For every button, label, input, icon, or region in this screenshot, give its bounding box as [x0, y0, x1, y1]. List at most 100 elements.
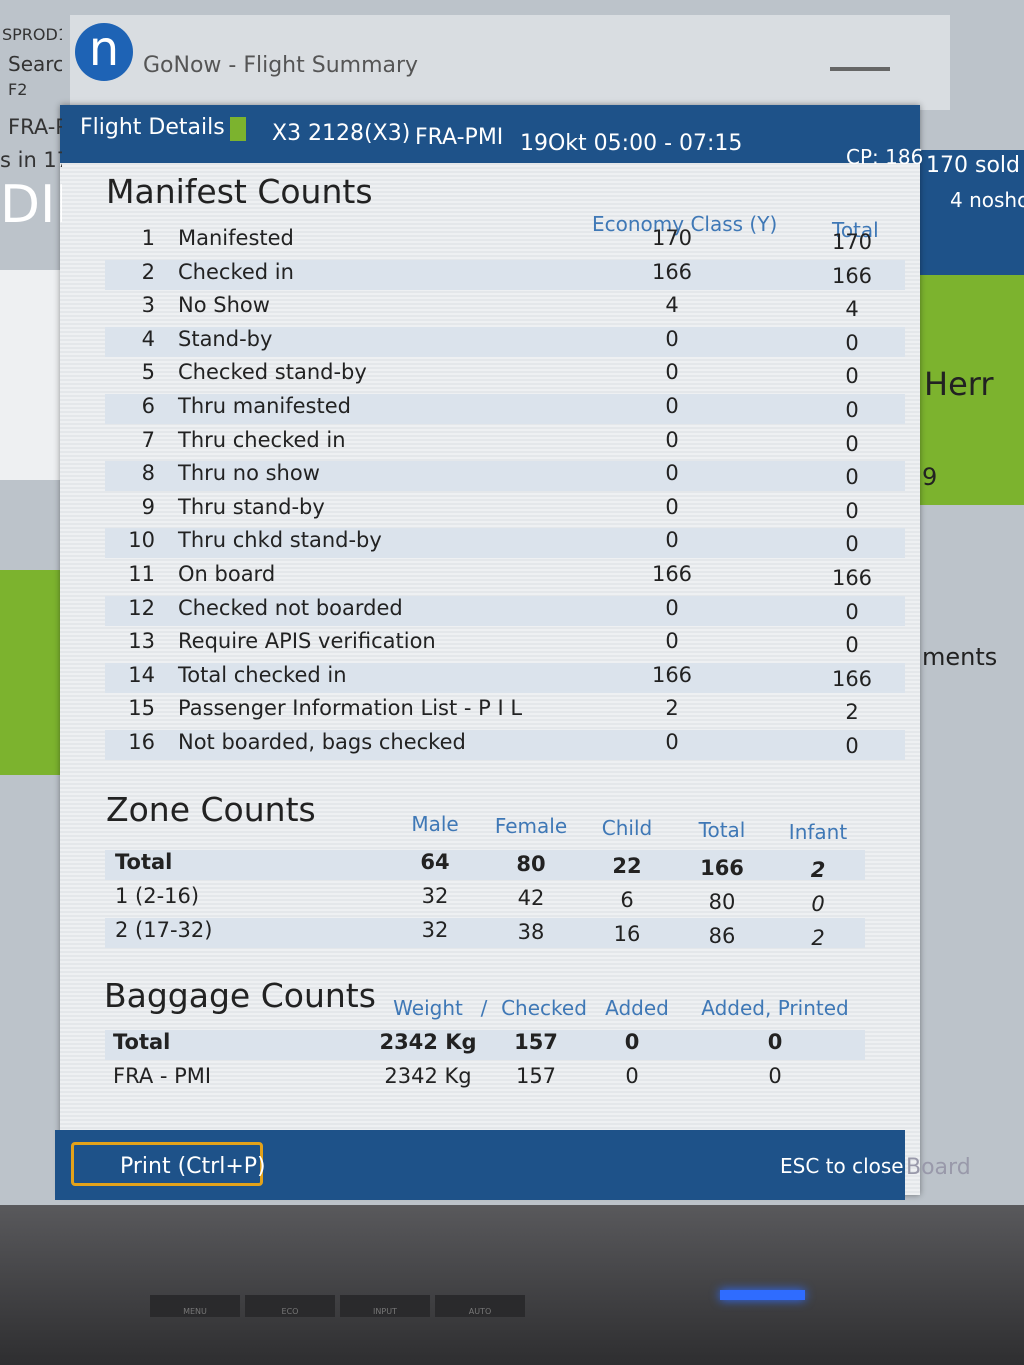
- total-count: 0: [845, 398, 859, 422]
- bg-text: 170 sold: [926, 153, 1020, 178]
- zone-count: 80: [516, 852, 546, 876]
- print-button[interactable]: Print (Ctrl+P): [71, 1142, 266, 1186]
- flight: X3 2128(X3): [272, 121, 411, 146]
- row-number: 14: [128, 662, 155, 687]
- dialog-header: Flight Details | X3 2128(X3) FRA-PMI 19O…: [60, 105, 923, 169]
- row-stripe: [105, 528, 905, 559]
- total-count: 0: [845, 599, 859, 624]
- economy-count: 2: [665, 696, 679, 721]
- bg-text: Board: [906, 1155, 971, 1180]
- zone-label: 2 (17-32): [115, 918, 213, 942]
- row-number: 11: [128, 562, 155, 586]
- total-count: 166: [831, 566, 873, 590]
- baggage-value: 0: [767, 1030, 783, 1054]
- zone-label: Total: [115, 850, 173, 874]
- monitor-button: INPUT: [340, 1295, 430, 1317]
- zone-count: 22: [612, 854, 642, 878]
- row-label: Total checked in: [178, 662, 347, 687]
- monitor-button: AUTO: [435, 1295, 525, 1317]
- column-header: Male: [411, 812, 459, 836]
- total-count: 0: [845, 734, 859, 758]
- zone-count: 38: [517, 920, 545, 944]
- economy-count: 0: [665, 730, 679, 754]
- zone-count: 32: [421, 918, 449, 942]
- row-label: Passenger Information List - P I L: [178, 696, 523, 721]
- total-count: 2: [845, 700, 859, 725]
- row-label: Thru stand-by: [178, 494, 325, 519]
- section-title: Baggage Counts: [104, 976, 376, 1015]
- zone-count: 6: [620, 888, 634, 912]
- baggage-value: 0: [768, 1064, 782, 1088]
- column-header: Checked: [501, 996, 587, 1020]
- baggage-value: 157: [515, 1064, 557, 1088]
- row-number: 10: [128, 528, 155, 553]
- bg-text: 4 nosho: [950, 188, 1024, 212]
- column-header: Total: [698, 818, 746, 842]
- bg-text: F2: [8, 80, 28, 99]
- row-label: Thru chkd stand-by: [178, 528, 382, 553]
- economy-count: 0: [665, 629, 679, 654]
- route: FRA-PMI: [415, 125, 504, 150]
- row-label: Thru checked in: [178, 427, 346, 452]
- zone-count: 0: [811, 892, 825, 916]
- column-header: Infant: [788, 820, 848, 844]
- bg-text: FRA-P: [8, 115, 62, 139]
- window-controls[interactable]: [830, 67, 890, 71]
- row-number: 7: [141, 427, 155, 452]
- row-stripe: [105, 394, 905, 424]
- bg-green: [920, 275, 1024, 505]
- column-header: Child: [601, 816, 653, 840]
- bg-green: [0, 570, 62, 775]
- total-count: 0: [845, 330, 859, 355]
- row-number: 1: [141, 226, 155, 250]
- logo: n: [75, 23, 133, 81]
- zone-count: 166: [700, 856, 744, 880]
- row-stripe: [105, 595, 905, 626]
- row-stripe: [105, 850, 865, 880]
- icon: [230, 117, 246, 141]
- economy-count: 0: [665, 427, 679, 452]
- monitor-button: ECO: [245, 1295, 335, 1317]
- row-stripe: [105, 259, 905, 290]
- bg-text: Search: [8, 52, 62, 76]
- row-label: Thru no show: [178, 461, 320, 486]
- economy-count: 166: [651, 562, 693, 586]
- economy-count: 0: [665, 494, 679, 519]
- bg-panel: [0, 270, 62, 480]
- economy-count: 0: [665, 326, 679, 351]
- column-header: Female: [494, 814, 568, 838]
- window-title: GoNow - Flight Summary: [143, 53, 419, 78]
- zone-count: 86: [708, 924, 736, 948]
- total-count: 0: [845, 364, 859, 389]
- zone-count: 80: [708, 890, 736, 914]
- zone-count: 2: [810, 858, 826, 882]
- row-label: Checked not boarded: [178, 595, 403, 620]
- column-header: Total: [832, 218, 879, 242]
- row-number: 6: [141, 394, 155, 418]
- zone-count: 64: [420, 850, 450, 874]
- baggage-label: FRA - PMI: [113, 1064, 212, 1088]
- section-title: Manifest Counts: [106, 172, 373, 211]
- bg-text: Herr: [924, 365, 994, 403]
- baggage-label: Total: [113, 1030, 171, 1054]
- dialog-footer: Print (Ctrl+P) ESC to close: [55, 1130, 905, 1200]
- section-title: Zone Counts: [106, 790, 316, 829]
- economy-count: 0: [665, 360, 679, 385]
- bg-blue: [920, 150, 1024, 275]
- zone-count: 2: [811, 926, 825, 950]
- time: 19Okt 05:00 - 07:15: [520, 131, 743, 156]
- baggage-value: 0: [624, 1030, 640, 1054]
- total-count: 166: [831, 263, 873, 288]
- row-stripe: [105, 662, 905, 693]
- total-count: 4: [845, 297, 859, 322]
- column-header: Weight: [393, 996, 463, 1020]
- monitor-bezel: [0, 1205, 1024, 1365]
- economy-count: 0: [665, 394, 679, 418]
- row-label: Checked stand-by: [178, 360, 367, 385]
- row-stripe: [105, 326, 905, 357]
- economy-count: 166: [651, 662, 693, 687]
- bg-text: ments: [922, 643, 998, 671]
- bg-text: 9: [922, 463, 938, 491]
- row-number: 5: [141, 360, 155, 385]
- economy-count: 0: [665, 461, 679, 486]
